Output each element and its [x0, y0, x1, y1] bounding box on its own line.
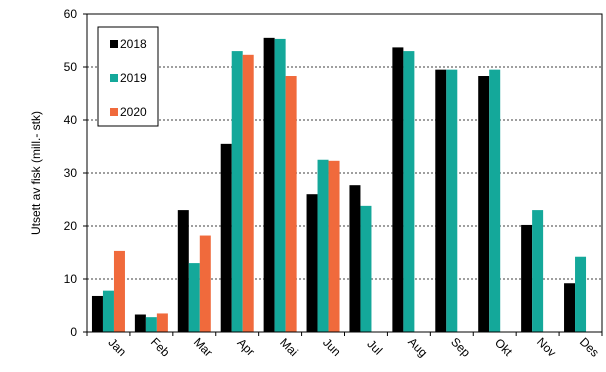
bar-2019-okt	[489, 69, 501, 333]
bar-2019-mar	[188, 263, 200, 332]
y-axis-title: Utsett av fisk (mill.- stk)	[29, 111, 43, 235]
bar-2019-mai	[274, 38, 286, 332]
legend-swatch-2018	[110, 40, 118, 48]
bar-2018-nov	[521, 224, 533, 332]
bar-2018-jan	[91, 295, 103, 332]
y-tick-label: 40	[64, 113, 78, 127]
y-tick-label: 30	[64, 166, 78, 180]
bar-2019-apr	[231, 51, 243, 332]
legend-label-2019: 2019	[120, 71, 147, 85]
bar-2018-jul	[349, 185, 361, 332]
legend-swatch-2020	[110, 108, 118, 116]
y-tick-label: 60	[64, 7, 78, 21]
bar-2019-nov	[532, 210, 544, 332]
bar-2020-jun	[328, 160, 340, 332]
bar-2018-sep	[435, 69, 447, 333]
bar-2018-feb	[134, 314, 146, 332]
legend-label-2020: 2020	[120, 105, 147, 119]
bar-2018-mai	[263, 37, 275, 332]
gridlines	[87, 66, 602, 280]
legend-box	[97, 26, 159, 127]
bar-2018-okt	[478, 76, 490, 332]
bar-2020-feb	[156, 313, 168, 332]
bar-2018-mar	[177, 210, 189, 332]
legend-swatch-2019	[110, 74, 118, 82]
bar-2020-mai	[285, 76, 297, 332]
bar-2020-mar	[199, 235, 211, 332]
bar-2020-apr	[242, 54, 254, 333]
bar-2018-jun	[306, 194, 318, 332]
bar-2019-jul	[360, 205, 372, 332]
y-tick-label: 50	[64, 60, 78, 74]
bar-2019-aug	[403, 51, 415, 332]
bar-2019-jun	[317, 159, 329, 332]
y-tick-label: 20	[64, 219, 78, 233]
bar-2019-sep	[446, 69, 458, 333]
bar-2019-jan	[102, 290, 114, 332]
legend: 2018 2019 2020	[97, 26, 159, 127]
bar-2019-feb	[145, 317, 157, 332]
y-axis-ticks: 0 10 20 30 40 50 60	[64, 7, 87, 339]
bar-2018-apr	[220, 143, 232, 332]
y-tick-label: 0	[70, 325, 77, 339]
bar-2020-jan	[113, 250, 125, 332]
bar-2018-des	[564, 283, 576, 332]
bars	[91, 37, 587, 333]
legend-label-2018: 2018	[120, 37, 147, 51]
bar-2018-aug	[392, 47, 404, 332]
bar-2019-des	[575, 256, 587, 332]
y-tick-label: 10	[64, 272, 78, 286]
